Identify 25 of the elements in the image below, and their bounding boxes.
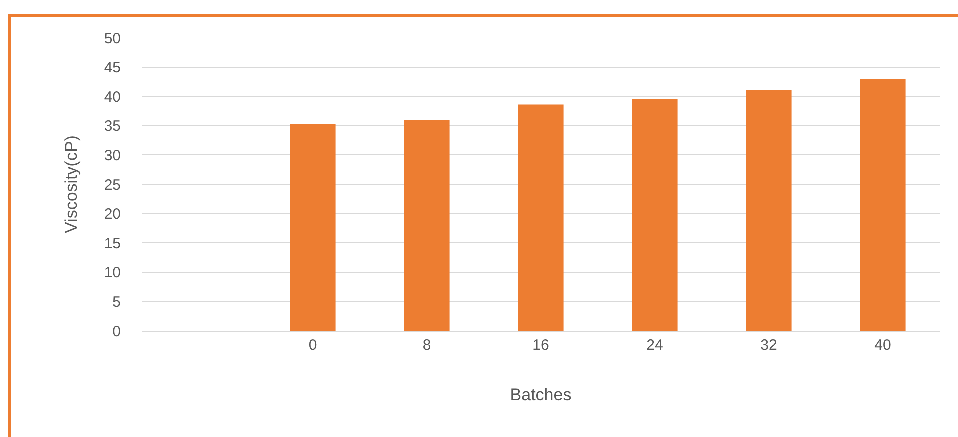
bar xyxy=(404,120,450,331)
bar xyxy=(860,79,906,331)
y-tick-label: 5 xyxy=(112,294,121,311)
y-tick-label: 50 xyxy=(104,30,121,48)
bar xyxy=(746,90,792,331)
y-tick-label: 40 xyxy=(104,88,121,106)
y-tick-label: 0 xyxy=(112,323,121,340)
y-tick-label: 30 xyxy=(104,147,121,164)
x-tick-label: 16 xyxy=(532,337,550,354)
x-tick-label: 8 xyxy=(422,337,432,354)
bar xyxy=(632,98,678,331)
y-tick-label: 35 xyxy=(104,118,121,136)
y-tick-label: 25 xyxy=(104,176,121,194)
x-tick-label: 32 xyxy=(760,337,778,354)
bar xyxy=(290,124,336,331)
bar xyxy=(518,104,564,331)
y-axis-title: Viscosity(cP) xyxy=(62,136,81,234)
y-tick-label: 15 xyxy=(104,235,121,252)
y-tick-label: 20 xyxy=(104,206,121,224)
x-tick-label: 0 xyxy=(308,337,318,354)
x-tick-label: 24 xyxy=(646,337,664,354)
y-tick-label: 10 xyxy=(104,264,121,282)
y-tick-label: 45 xyxy=(104,60,121,77)
x-axis-title: Batches xyxy=(510,385,572,404)
x-tick-label: 40 xyxy=(874,337,892,354)
